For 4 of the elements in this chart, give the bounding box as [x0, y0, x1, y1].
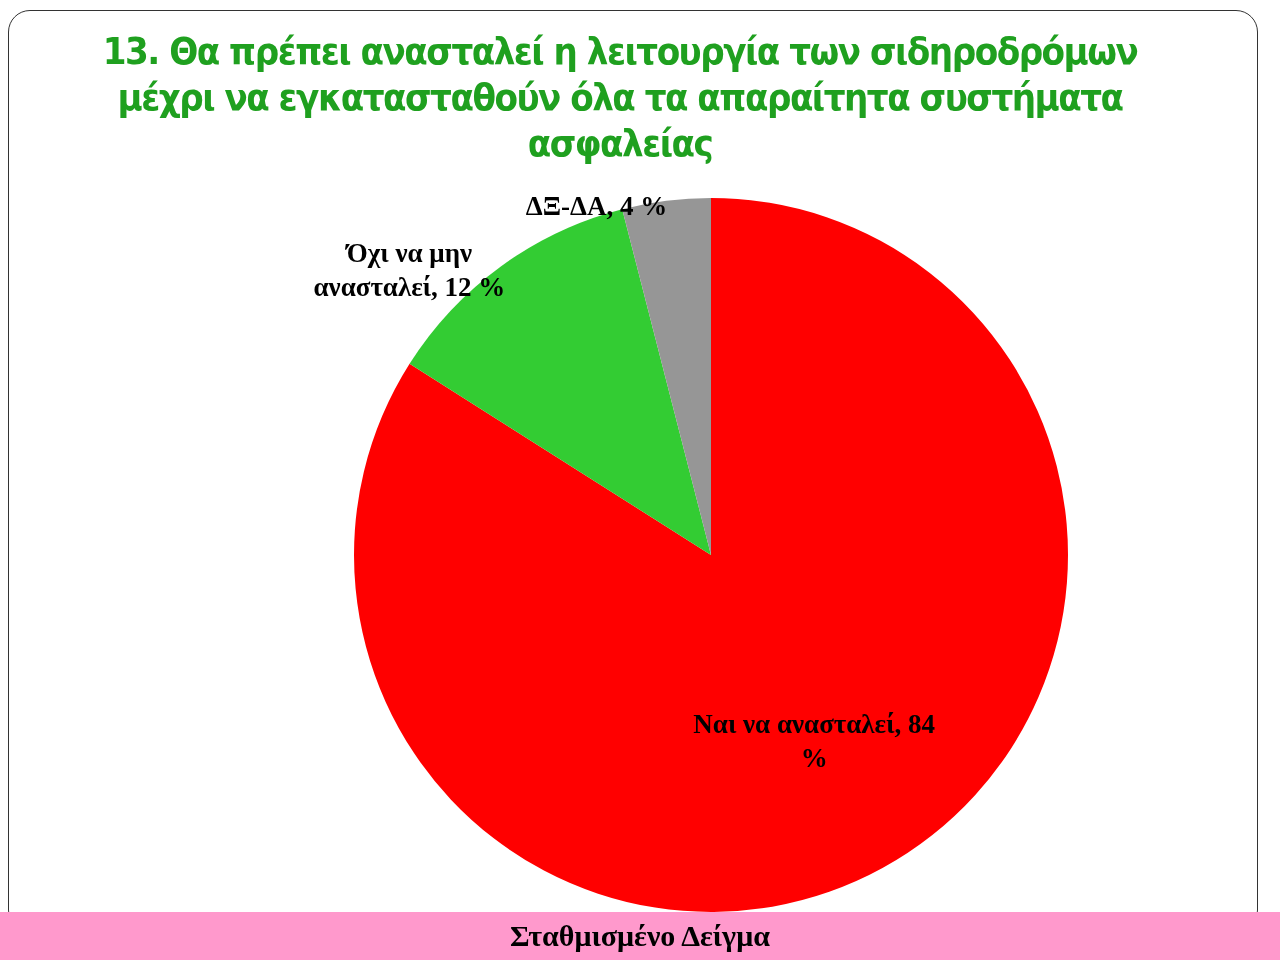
text: Σταθμισμένο Δείγμα [0, 912, 1280, 960]
chart-title: 13. Θα πρέπει ανασταλεί η λειτουργία των σιδηροδρόμων μέχρι να εγκατασταθούν όλα τα απαραίτητα συστήματα ασφαλείας [101, 28, 1139, 166]
slice-label: Ναι να ανασταλεί, 84 % [693, 708, 936, 773]
slice-label: Όχι να μην ανασταλεί, 12 % [313, 237, 506, 302]
